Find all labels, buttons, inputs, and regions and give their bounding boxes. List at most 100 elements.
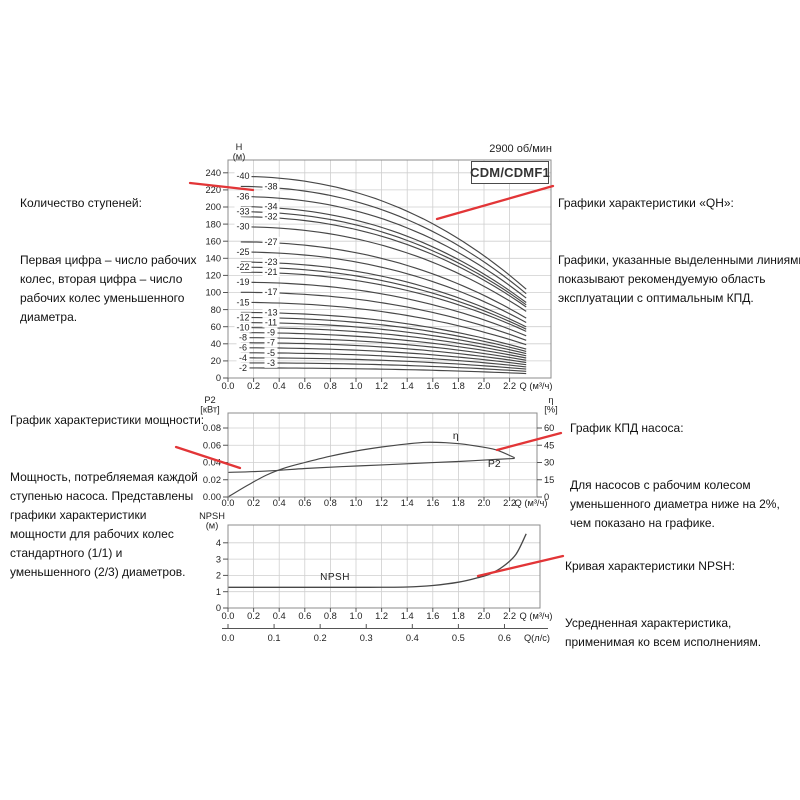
ls-tick-label: 0.1 xyxy=(268,633,281,643)
annotation-power-curve-body: Мощность, потребляемая каждой ступенью н… xyxy=(10,470,198,579)
y-tick-label: 0.04 xyxy=(203,458,221,468)
qh-curve--12 xyxy=(240,316,527,352)
qh-curve-label-bg xyxy=(262,256,280,267)
annotation-stage-count-title: Количество ступеней: xyxy=(20,196,142,210)
y-tick-label: 140 xyxy=(205,254,221,264)
qh-curve-label-bg xyxy=(234,322,252,333)
annotation-stage-count: Количество ступеней: Первая цифра – числ… xyxy=(20,156,197,365)
y-axis-title: (м) xyxy=(233,152,246,162)
x-tick-label: 0.6 xyxy=(298,498,311,508)
qh-curve-label: -38 xyxy=(264,181,277,191)
y-tick-label: 80 xyxy=(211,305,221,315)
y-axis-title: [кВт] xyxy=(200,405,219,415)
qh-curve-label-bg xyxy=(264,337,278,348)
y-tick-label: 0.00 xyxy=(203,492,221,502)
x-tick-label: 1.6 xyxy=(426,498,439,508)
y-tick-label: 0.06 xyxy=(203,440,221,450)
x-tick-label: 0.6 xyxy=(298,611,311,621)
qh-curve--8 xyxy=(240,337,527,361)
qh-curve-label: -11 xyxy=(265,318,277,328)
secondary-x-axis-ls: 0.0 0.1 0.2 0.3 0.4 0.5 0.6 Q(л/с) xyxy=(222,624,550,643)
curve-label-p2: P2 xyxy=(488,458,501,470)
y-axis-title-right: η xyxy=(548,395,553,405)
qh-curve-label: -6 xyxy=(239,343,247,353)
qh-curve-label-bg xyxy=(234,246,252,257)
x-tick-label: 1.4 xyxy=(401,381,414,391)
qh-curve-label: -27 xyxy=(264,237,277,247)
x-axis-unit-label: Q (м³/ч) xyxy=(520,381,553,391)
power-efficiency-chart: η P2 0.0 0.2 0.4 0.6 0.8 1.0 1.2 1.4 1.6 1.8 2.0 2.2Q… xyxy=(200,395,557,508)
ls-tick-label: 0.0 xyxy=(222,633,235,643)
qh-curve--36 xyxy=(240,195,527,299)
qh-curve--7 xyxy=(240,342,527,364)
y-tick-label: 0 xyxy=(216,603,221,613)
qh-curve-label-bg xyxy=(234,206,252,217)
x-tick-label: 0.4 xyxy=(273,611,286,621)
qh-curve--34 xyxy=(240,206,527,303)
qh-curve-label: -33 xyxy=(236,207,249,217)
model-badge: CDM/CDMF1 xyxy=(470,161,550,184)
qh-curve-label: -34 xyxy=(264,201,277,211)
annotation-power-curve: График характеристики мощности: Мощность… xyxy=(10,373,204,620)
y-tick-right-label: 15 xyxy=(544,475,554,485)
qh-curve-label-bg xyxy=(236,352,250,363)
qh-curve-label: -30 xyxy=(236,222,249,232)
qh-curve-label: -13 xyxy=(264,307,277,317)
plot-frame xyxy=(227,412,538,498)
y-axis-title: P2 xyxy=(204,395,215,405)
x-tick-label: 0.4 xyxy=(273,381,286,391)
qh-curve-label-bg xyxy=(234,171,252,182)
speed-label: 2900 об/мин xyxy=(489,143,552,155)
qh-curve-label: -25 xyxy=(236,247,249,257)
qh-curve--27 xyxy=(240,241,527,319)
x-tick-label: 2.0 xyxy=(478,611,491,621)
x-tick-label: 1.8 xyxy=(452,611,465,621)
qh-curves xyxy=(240,175,527,375)
qh-curve-label: -9 xyxy=(267,328,275,338)
x-tick-label: 1.6 xyxy=(426,611,439,621)
y-tick-label: 40 xyxy=(211,339,221,349)
qh-curve-label-bg xyxy=(262,181,280,192)
qh-curve-label-bg xyxy=(236,362,250,373)
x-tick-label: 0.0 xyxy=(222,498,235,508)
qh-curve-label: -19 xyxy=(236,277,249,287)
qh-curve-labels: -40 -38 -36 -34 -33 -32 -30 -27 -25 -23 -22 -21 -19 -… xyxy=(234,171,280,373)
npsh-chart: NPSH 0.0 0.2 0.4 0.6 0.8 1.0 1.2 1.4 1.6 1.8 2.0 2.2… xyxy=(199,511,552,643)
x-tick-label: 1.4 xyxy=(401,611,414,621)
y-tick-label: 4 xyxy=(216,538,221,548)
annotation-efficiency-curve-body: Для насосов с рабочим колесом уменьшенно… xyxy=(570,478,780,530)
qh-curve-label: -32 xyxy=(264,212,277,222)
qh-curve-label: -21 xyxy=(264,267,277,277)
ls-axis-unit-label: Q(л/с) xyxy=(524,633,550,643)
qh-curve--13 xyxy=(240,311,527,350)
qh-curve--38 xyxy=(240,185,527,295)
annotation-npsh-curve: Кривая характеристики NPSH: Усредненная … xyxy=(565,519,761,690)
qh-curve--5 xyxy=(240,352,527,368)
annotation-stage-count-body: Первая цифра – число рабочих колес, втор… xyxy=(20,253,197,324)
qh-curve--22 xyxy=(240,266,527,330)
qh-curve--32 xyxy=(240,216,527,308)
plot-frame xyxy=(227,159,552,379)
qh-curve-label-bg xyxy=(234,277,252,288)
qh-curve-label: -3 xyxy=(267,358,275,368)
ls-tick-label: 0.6 xyxy=(498,633,511,643)
qh-curve-label: -23 xyxy=(264,257,277,267)
annotation-efficiency-curve-title: График КПД насоса: xyxy=(570,421,684,435)
x-tick-label: 1.0 xyxy=(350,381,363,391)
qh-curve-label-bg xyxy=(262,307,280,318)
qh-curve-label: -2 xyxy=(239,363,247,373)
qh-curve-label: -12 xyxy=(236,312,249,322)
annotation-npsh-curve-title: Кривая характеристики NPSH: xyxy=(565,559,735,573)
x-tick-label: 1.6 xyxy=(426,381,439,391)
qh-curve-label-bg xyxy=(262,267,280,278)
qh-curve-label-bg xyxy=(262,211,280,222)
qh-curve-label: -40 xyxy=(236,171,249,181)
leader-npsh-curve xyxy=(476,554,565,578)
x-tick-label: 1.2 xyxy=(375,498,388,508)
qh-curve-label: -4 xyxy=(239,353,247,363)
curve-npsh xyxy=(228,533,527,588)
y-tick-label: 100 xyxy=(205,288,221,298)
curve-label-npsh: NPSH xyxy=(320,572,350,583)
qh-curve-label-bg xyxy=(262,317,280,328)
